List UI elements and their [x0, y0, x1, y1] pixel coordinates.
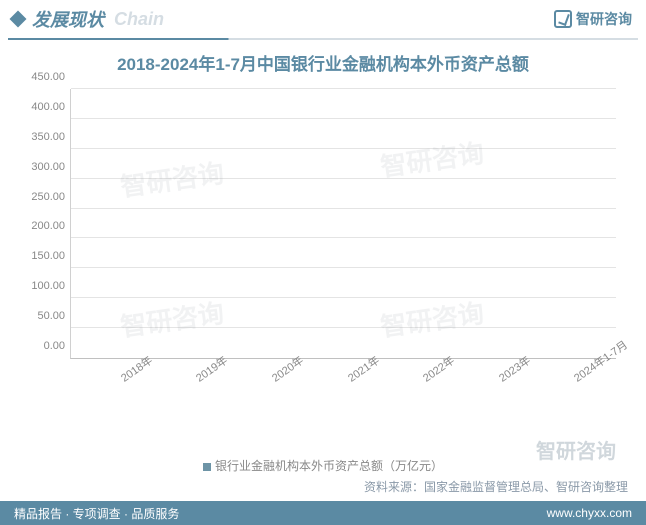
y-tick-label: 300.00	[31, 161, 71, 173]
plot-region: 2018年2019年2020年2021年2022年2023年2024年1-7月 …	[70, 89, 616, 359]
gridline	[71, 148, 616, 149]
x-tick-label: 2023年	[495, 352, 533, 385]
footer-right: www.chyxx.com	[547, 506, 632, 520]
header-title-cn: 发展现状	[32, 6, 104, 32]
source-line: 资料来源：国家金融监督管理总局、智研咨询整理	[0, 474, 646, 495]
x-tick-label: 2021年	[344, 352, 382, 385]
footer-left: 精品报告 · 专项调查 · 品质服务	[14, 505, 179, 522]
header-title-en: Chain	[114, 9, 164, 30]
gridline	[71, 237, 616, 238]
y-tick-label: 50.00	[37, 310, 71, 322]
gridline	[71, 88, 616, 89]
y-tick-label: 0.00	[44, 340, 71, 352]
x-tick-label: 2020年	[268, 352, 306, 385]
brand-logo-icon	[554, 10, 572, 28]
y-tick-label: 200.00	[31, 220, 71, 232]
header-bar: 发展现状 Chain 智研咨询	[0, 0, 646, 38]
bars-container: 2018年2019年2020年2021年2022年2023年2024年1-7月	[71, 89, 616, 358]
x-tick-label: 2019年	[193, 352, 231, 385]
legend-label: 银行业金融机构本外币资产总额（万亿元）	[215, 459, 443, 473]
legend: 银行业金融机构本外币资产总额（万亿元）	[0, 457, 646, 474]
gridline	[71, 118, 616, 119]
y-tick-label: 250.00	[31, 191, 71, 203]
gridline	[71, 178, 616, 179]
y-tick-label: 350.00	[31, 131, 71, 143]
diamond-icon	[10, 11, 26, 27]
header-left: 发展现状 Chain	[10, 6, 164, 32]
header-divider	[8, 38, 638, 40]
gridline	[71, 327, 616, 328]
legend-swatch	[203, 463, 211, 471]
brand-logo: 智研咨询	[554, 9, 632, 29]
y-tick-label: 150.00	[31, 250, 71, 262]
x-tick-label: 2022年	[419, 352, 457, 385]
gridline	[71, 297, 616, 298]
brand-logo-text: 智研咨询	[576, 9, 632, 29]
y-tick-label: 100.00	[31, 280, 71, 292]
y-tick-label: 450.00	[31, 71, 71, 83]
x-tick-label: 2018年	[117, 352, 155, 385]
chart-area: 2018年2019年2020年2021年2022年2023年2024年1-7月 …	[20, 89, 616, 409]
gridline	[71, 208, 616, 209]
x-tick-label: 2024年1-7月	[571, 337, 631, 386]
footer-bar: 精品报告 · 专项调查 · 品质服务 www.chyxx.com	[0, 501, 646, 525]
y-tick-label: 400.00	[31, 101, 71, 113]
gridline	[71, 267, 616, 268]
chart-title: 2018-2024年1-7月中国银行业金融机构本外币资产总额	[0, 50, 646, 75]
